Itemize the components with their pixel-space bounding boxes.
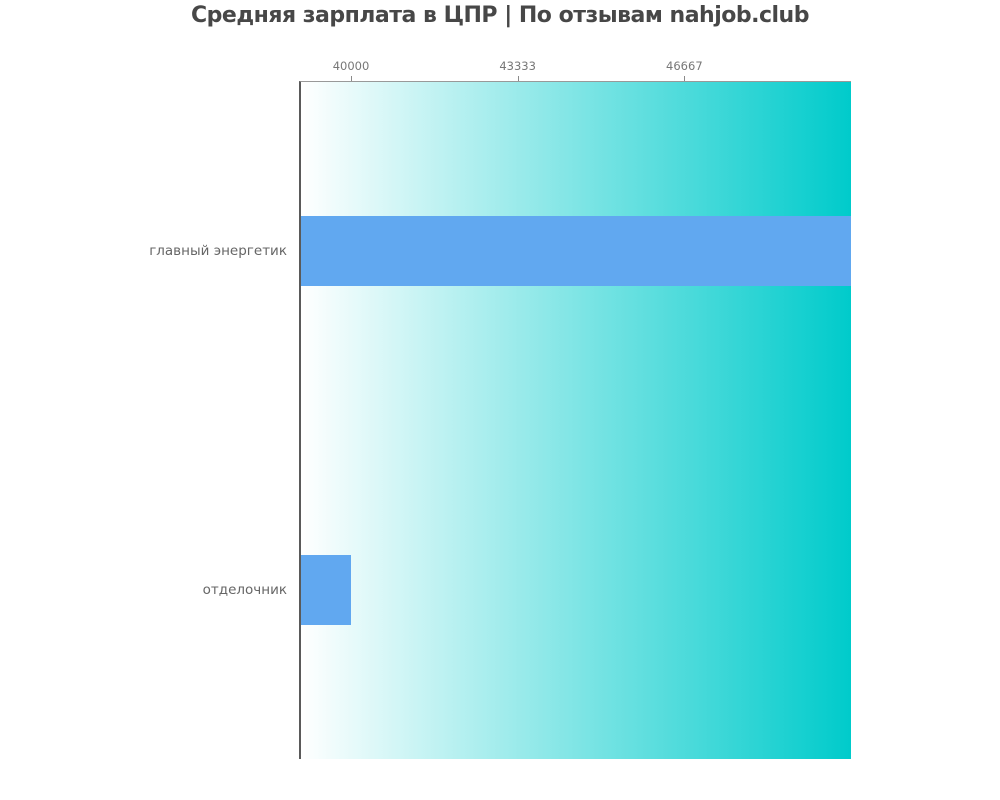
x-tick-mark <box>351 76 352 81</box>
x-tick-label: 40000 <box>332 59 370 73</box>
x-tick-mark <box>517 76 519 81</box>
bar <box>301 216 851 286</box>
x-tick-label: 46667 <box>666 59 703 73</box>
plot-area <box>299 81 851 759</box>
chart-title: Средняя зарплата в ЦПР | По отзывам nahj… <box>191 3 809 28</box>
x-tick-mark <box>684 76 686 81</box>
bar <box>301 555 351 625</box>
y-category-label: отделочник <box>202 582 287 598</box>
y-category-label: главный энергетик <box>149 243 287 259</box>
x-tick-label: 43333 <box>499 59 536 73</box>
